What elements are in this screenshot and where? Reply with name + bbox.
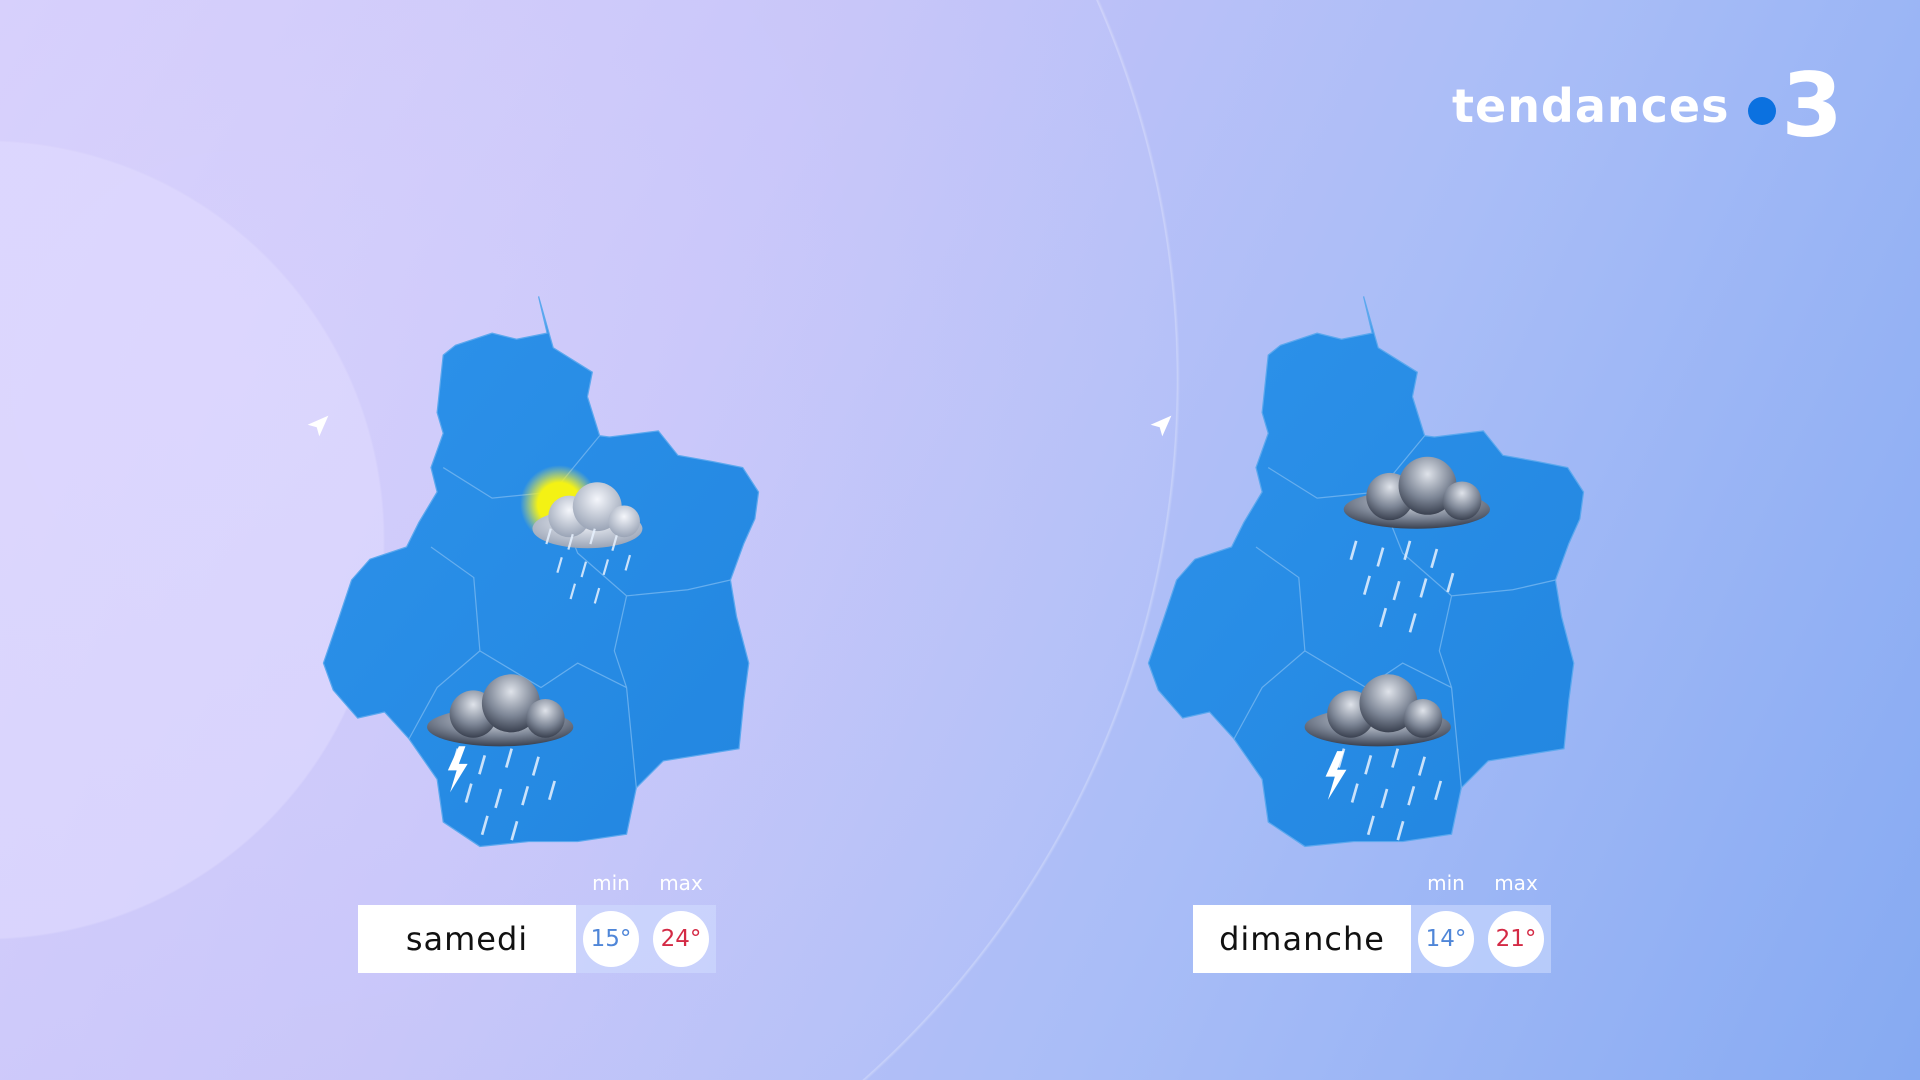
- max-label: max: [1494, 871, 1538, 895]
- max-temp: 21°: [1488, 911, 1544, 967]
- max-cell: max 21°: [1481, 871, 1551, 973]
- day-name: samedi: [358, 905, 576, 973]
- max-label: max: [659, 871, 703, 895]
- min-label: min: [1427, 871, 1465, 895]
- min-cell: min 14°: [1411, 871, 1481, 973]
- max-temp: 24°: [653, 911, 709, 967]
- day-name: dimanche: [1193, 905, 1411, 973]
- logo-number: 3: [1781, 54, 1843, 157]
- forecast-samedi: samedi min 15° max 24°: [358, 871, 716, 973]
- logo-text: tendances: [1452, 79, 1730, 133]
- channel-logo: tendances 3: [1452, 62, 1843, 150]
- map-samedi: [322, 296, 760, 848]
- min-cell: min 15°: [576, 871, 646, 973]
- forecast-dimanche: dimanche min 14° max 21°: [1193, 871, 1551, 973]
- min-label: min: [592, 871, 630, 895]
- max-cell: max 24°: [646, 871, 716, 973]
- location-arrow-icon: [1150, 415, 1172, 437]
- min-temp: 15°: [583, 911, 639, 967]
- min-temp: 14°: [1418, 911, 1474, 967]
- logo-dot: [1747, 97, 1776, 125]
- map-dimanche: [1147, 296, 1585, 848]
- location-arrow-icon: [307, 415, 329, 437]
- sun-cloud-rain-icon: [520, 465, 643, 605]
